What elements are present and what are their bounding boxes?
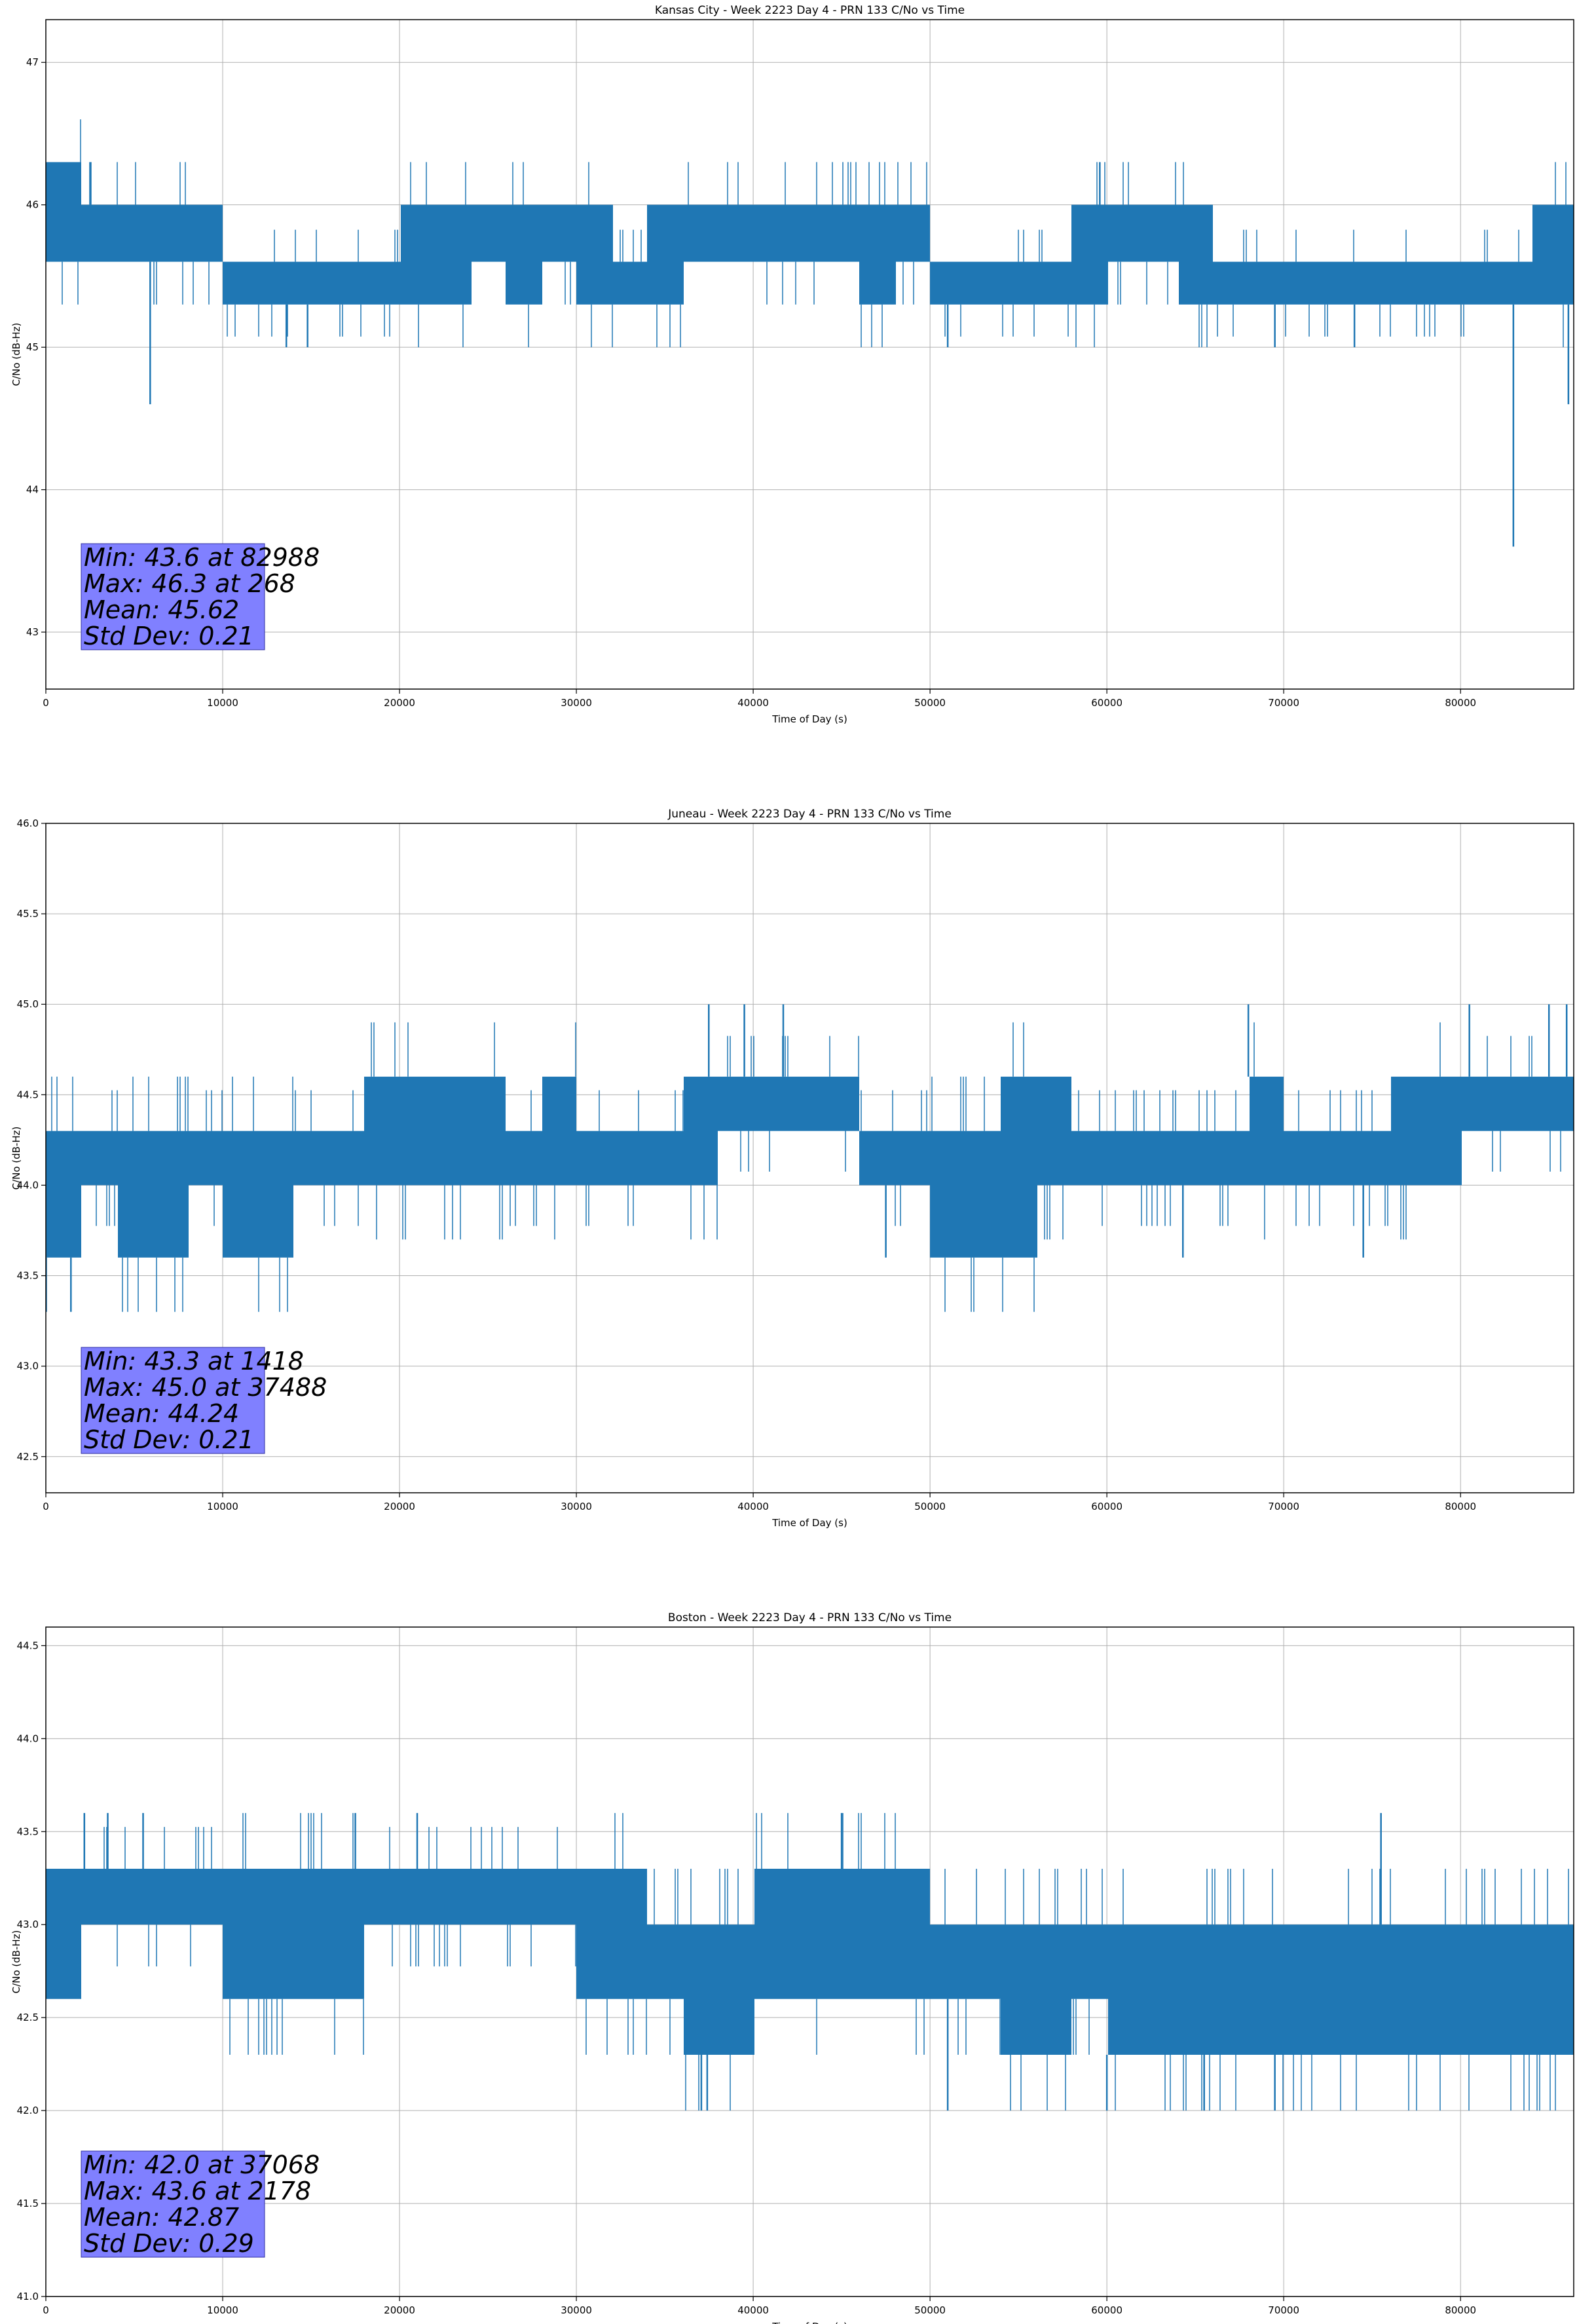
- axes-frame: [45, 19, 1574, 690]
- x-tick-label: 70000: [1268, 697, 1299, 709]
- axes-frame: [45, 823, 1574, 1493]
- y-tick-label: 41.0: [17, 2291, 39, 2302]
- y-tick-label: 44.0: [17, 1179, 39, 1191]
- x-tick-label: 70000: [1268, 2304, 1299, 2316]
- stats-line: Max: 45.0 at 37488: [84, 1373, 327, 1402]
- x-tick-label: 30000: [561, 2304, 592, 2316]
- stats-annotation-box: [81, 543, 265, 650]
- stats-annotation-box: [81, 1347, 265, 1454]
- x-tick-label: 20000: [384, 697, 415, 709]
- stats-line: Std Dev: 0.29: [84, 2229, 254, 2258]
- stats-annotation-box: [81, 2150, 265, 2258]
- series-group: [46, 1004, 1574, 1312]
- y-tick-label: 45.5: [17, 908, 39, 920]
- x-tick-label: 80000: [1445, 697, 1476, 709]
- x-axis-label: Time of Day (s): [771, 1517, 847, 1529]
- x-axis-label: Time of Day (s): [771, 713, 847, 725]
- stats-line: Max: 46.3 at 268: [84, 569, 295, 598]
- stats-line: Std Dev: 0.21: [84, 1425, 254, 1454]
- y-tick-label: 44: [26, 484, 39, 496]
- stats-line: Std Dev: 0.21: [84, 622, 254, 650]
- axes-frame: [45, 1626, 1574, 2297]
- x-tick-label: 50000: [914, 697, 946, 709]
- stats-line: Min: 43.6 at 82988: [84, 543, 320, 572]
- chart-panel-1: 0 10000 20000 30000 40000 50000 60000 70000 8000…: [10, 808, 1574, 1529]
- x-tick-label: 20000: [384, 1501, 415, 1512]
- stats-line: Max: 43.6 at 2178: [84, 2177, 311, 2205]
- y-tick-label: 45.0: [17, 998, 39, 1010]
- x-tick-label: 10000: [207, 697, 238, 709]
- y-axis-label: C/No (dB-Hz): [10, 1127, 22, 1190]
- y-tick-label: 42.0: [17, 2105, 39, 2116]
- x-tick-label: 20000: [384, 2304, 415, 2316]
- chart-title: Juneau - Week 2223 Day 4 - PRN 133 C/No …: [667, 808, 952, 821]
- y-tick-label: 43.0: [17, 1919, 39, 1930]
- y-tick-label: 44.5: [17, 1640, 39, 1651]
- stats-line: Mean: 45.62: [84, 595, 239, 624]
- x-tick-label: 0: [43, 697, 49, 709]
- y-tick-label: 46: [26, 199, 39, 211]
- x-tick-label: 70000: [1268, 1501, 1299, 1512]
- series-group: [46, 1812, 1574, 2111]
- y-axis-label: C/No (dB-Hz): [10, 1930, 22, 1994]
- x-axis-label: Time of Day (s): [771, 2321, 847, 2324]
- chart-title: Kansas City - Week 2223 Day 4 - PRN 133 …: [655, 4, 965, 17]
- y-tick-label: 44.5: [17, 1089, 39, 1100]
- y-tick-label: 47: [26, 56, 39, 68]
- x-tick-label: 30000: [561, 697, 592, 709]
- y-tick-label: 41.5: [17, 2198, 39, 2209]
- x-tick-label: 10000: [207, 1501, 238, 1512]
- x-tick-label: 60000: [1091, 1501, 1122, 1512]
- x-tick-label: 80000: [1445, 1501, 1476, 1512]
- x-tick-label: 0: [43, 1501, 49, 1512]
- series-group: [46, 119, 1574, 547]
- x-tick-label: 50000: [914, 2304, 946, 2316]
- stats-line: Min: 42.0 at 37068: [84, 2150, 320, 2179]
- x-tick-label: 80000: [1445, 2304, 1476, 2316]
- stats-line: Min: 43.3 at 1418: [84, 1347, 304, 1376]
- y-tick-label: 44.0: [17, 1733, 39, 1744]
- chart-panel-0: 0 10000 20000 30000 40000 50000 60000 70000 8000…: [10, 4, 1574, 725]
- x-tick-label: 40000: [737, 1501, 769, 1512]
- x-tick-label: 50000: [914, 1501, 946, 1512]
- y-tick-label: 43.5: [17, 1826, 39, 1837]
- chart-title: Boston - Week 2223 Day 4 - PRN 133 C/No …: [668, 1611, 952, 1624]
- x-tick-label: 60000: [1091, 2304, 1122, 2316]
- y-tick-label: 43.5: [17, 1270, 39, 1282]
- y-axis-label: C/No (dB-Hz): [10, 323, 22, 386]
- x-tick-label: 30000: [561, 1501, 592, 1512]
- x-tick-label: 40000: [737, 2304, 769, 2316]
- x-tick-label: 10000: [207, 2304, 238, 2316]
- x-tick-label: 60000: [1091, 697, 1122, 709]
- y-tick-label: 43.0: [17, 1360, 39, 1372]
- x-tick-label: 0: [43, 2304, 49, 2316]
- chart-panel-2: 0 10000 20000 30000 40000 50000 60000 70000 8000…: [10, 1611, 1574, 2324]
- y-tick-label: 43: [26, 626, 39, 638]
- stats-line: Mean: 42.87: [84, 2203, 239, 2232]
- y-tick-label: 42.5: [17, 1451, 39, 1463]
- y-tick-label: 42.5: [17, 2012, 39, 2023]
- x-tick-label: 40000: [737, 697, 769, 709]
- stats-line: Mean: 44.24: [84, 1399, 239, 1428]
- y-tick-label: 46.0: [17, 817, 39, 829]
- y-tick-label: 45: [26, 341, 39, 353]
